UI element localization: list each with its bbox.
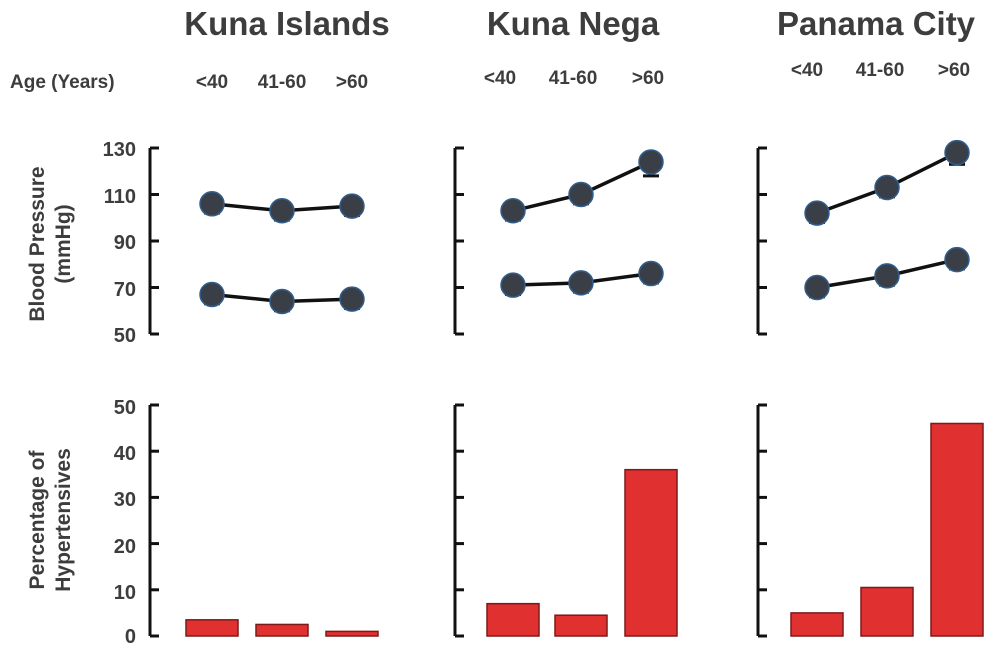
diastolic-point [944, 246, 970, 273]
axes [148, 146, 767, 638]
bp-markers [199, 139, 970, 315]
hyp-tick-labels: 50 40 30 20 10 0 [114, 397, 136, 648]
age-group-label: 41-60 [549, 68, 598, 89]
age-labels-kuna-islands: <40 41-60 >60 [196, 72, 368, 93]
group-title-kuna-nega: Kuna Nega [487, 5, 660, 42]
hyp-tick-label: 40 [114, 443, 136, 465]
age-group-label: >60 [938, 60, 970, 81]
systolic-point [500, 198, 526, 224]
age-group-label: <40 [791, 60, 823, 81]
age-labels-panama-city: <40 41-60 >60 [791, 60, 970, 81]
age-group-label: <40 [196, 72, 228, 93]
age-group-label: >60 [632, 68, 664, 89]
bp-tick-labels: 130 110 90 70 50 [103, 139, 136, 347]
hypertensive-bars [185, 422, 984, 637]
diastolic-point [804, 274, 830, 301]
hyp-tick-label: 50 [114, 397, 136, 419]
systolic-point [944, 139, 970, 166]
bp-ylabel-line1: Blood Pressure [26, 166, 49, 321]
hypertensive-bar [185, 619, 239, 637]
systolic-point [638, 149, 664, 175]
bp-tick-label: 70 [114, 279, 136, 301]
hyp-tick-label: 30 [114, 489, 136, 511]
bp-tick-label: 110 [104, 186, 136, 208]
bp-ylabel: Blood Pressure (mmHg) [26, 166, 75, 321]
group-title-kuna-islands: Kuna Islands [184, 5, 389, 42]
diastolic-point [568, 270, 594, 296]
diastolic-point [199, 281, 225, 308]
hypertensive-bar [790, 612, 844, 637]
hypertensive-bar [860, 586, 914, 637]
bp-tick-label: 90 [114, 232, 136, 254]
age-group-label: 41-60 [258, 72, 307, 93]
systolic-point [339, 193, 365, 219]
age-label: Age (Years) [10, 72, 115, 93]
bp-ylabel-line2: (mmHg) [52, 204, 75, 283]
systolic-point [874, 174, 900, 201]
diastolic-point [269, 288, 295, 315]
systolic-point [199, 191, 225, 217]
hyp-tick-label: 20 [114, 536, 136, 558]
hyp-tick-label: 10 [114, 582, 136, 604]
age-group-label: 41-60 [856, 60, 905, 81]
age-labels-kuna-nega: <40 41-60 >60 [484, 68, 664, 89]
hypertensive-bar [930, 422, 984, 637]
diastolic-point [874, 263, 900, 289]
hypertensive-bar [325, 630, 379, 637]
group-title-panama-city: Panama City [777, 5, 976, 42]
hyp-ylabel: Percentage of Hypertensives [26, 448, 75, 592]
systolic-point [568, 181, 594, 208]
bp-tick-label: 130 [103, 139, 136, 161]
diastolic-point [500, 272, 526, 298]
hypertensive-bar [554, 614, 608, 637]
systolic-point [804, 200, 830, 226]
age-group-label: >60 [336, 72, 368, 93]
diastolic-point [339, 286, 365, 312]
age-group-label: <40 [484, 68, 516, 89]
hypertensive-bar [486, 602, 540, 637]
hyp-ylabel-line1: Percentage of [26, 450, 49, 590]
diastolic-point [638, 260, 664, 287]
bp-tick-label: 50 [114, 325, 136, 347]
hyp-tick-label: 0 [125, 626, 136, 648]
hypertensive-bar [255, 623, 309, 637]
hypertensive-bar [624, 468, 678, 637]
hyp-ylabel-line2: Hypertensives [52, 448, 75, 592]
systolic-point [269, 198, 295, 224]
